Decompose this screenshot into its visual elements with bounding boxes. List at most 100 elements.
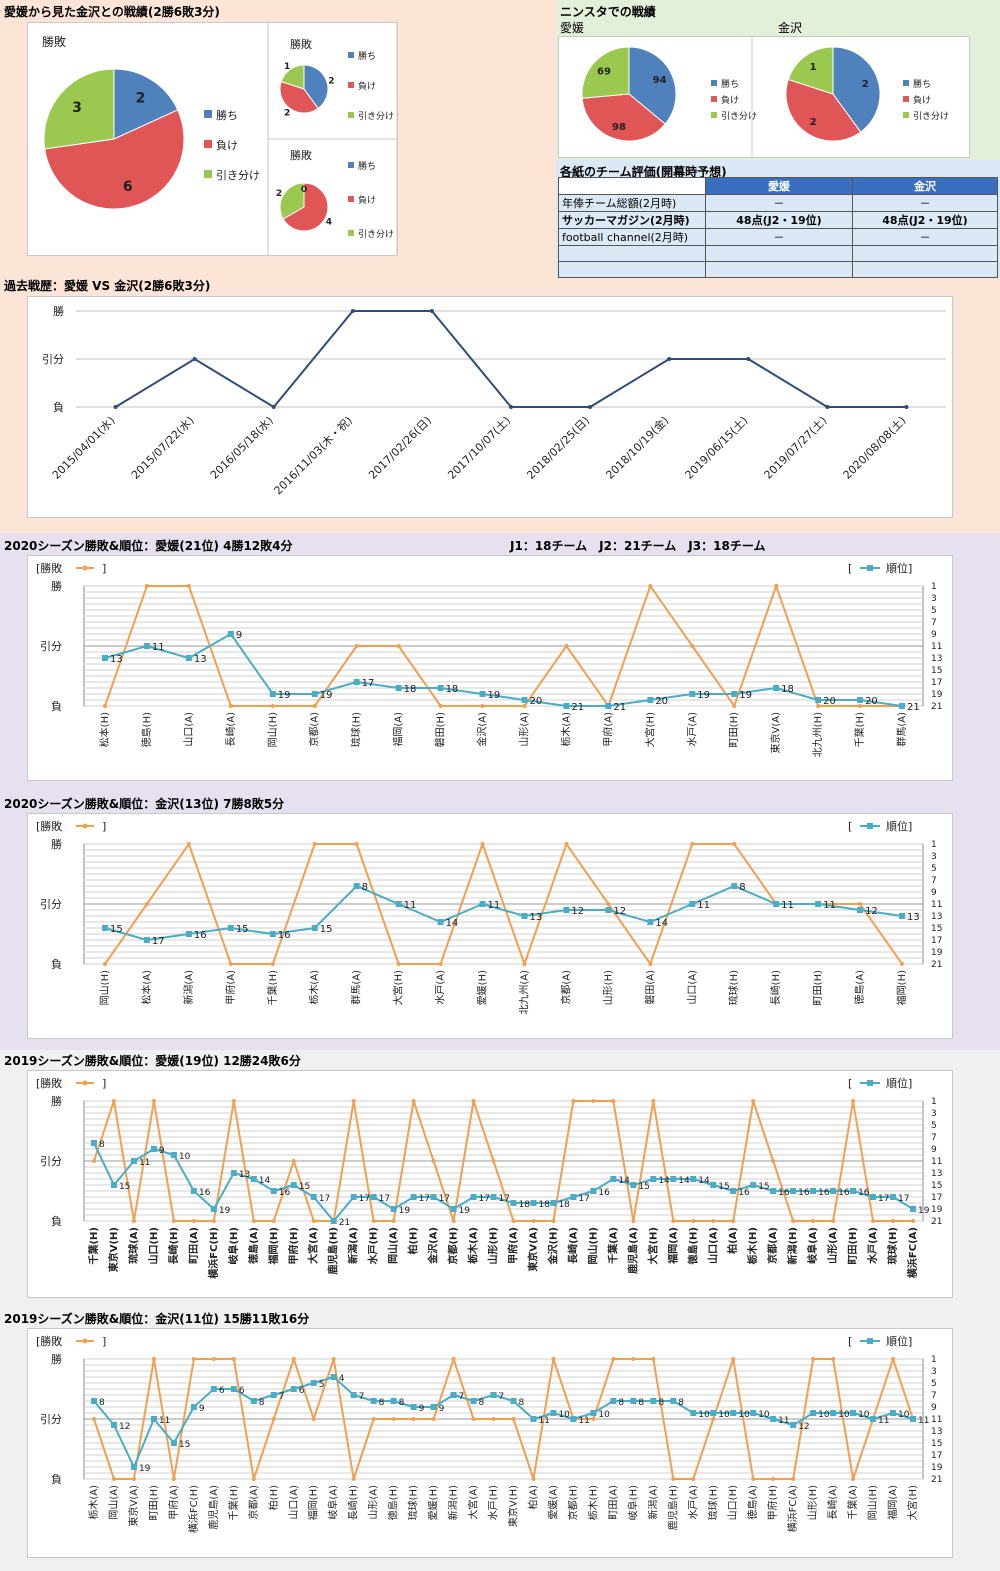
season-result-point bbox=[690, 644, 695, 648]
season-opponent-label: 琉球(A) bbox=[127, 1227, 140, 1264]
season-result-point bbox=[491, 1417, 496, 1421]
season-opponent-label: 町田(A) bbox=[608, 1485, 619, 1520]
season-result-point bbox=[102, 704, 107, 708]
season-result-point bbox=[312, 842, 317, 846]
season-rank-label: 11 bbox=[778, 1416, 789, 1426]
season-opponent-label: 京都(A) bbox=[247, 1485, 260, 1520]
season-opponent-label: 山形(H) bbox=[807, 1485, 819, 1520]
season-result-point bbox=[648, 584, 653, 588]
history-point bbox=[746, 357, 751, 361]
season-rank-label: 15 bbox=[718, 1182, 729, 1192]
season-rank-label: 15 bbox=[758, 1182, 769, 1192]
history-date-label: 2016/11/03(木・祝) bbox=[271, 413, 355, 497]
season-opponent-label: 群馬(A) bbox=[895, 712, 908, 747]
season-legend-close: ] bbox=[102, 1335, 106, 1348]
season-rank-label: 7 bbox=[499, 1392, 505, 1402]
season-rank-point bbox=[470, 1194, 477, 1200]
season-rank-tick: 21 bbox=[931, 960, 942, 970]
season-result-point bbox=[480, 704, 485, 708]
season-rank-point bbox=[190, 1404, 197, 1410]
season-rank-tick: 17 bbox=[931, 936, 942, 946]
season-rank-label: 11 bbox=[152, 642, 165, 653]
legend-swatch bbox=[204, 140, 212, 148]
season-opponent-label: 長崎(H) bbox=[347, 1485, 360, 1520]
season-rank-tick: 13 bbox=[931, 654, 942, 664]
season-rank-label: 17 bbox=[419, 1194, 430, 1204]
season-rank-label: 10 bbox=[718, 1410, 730, 1420]
legend-swatch bbox=[711, 96, 717, 102]
season-rank-point bbox=[143, 643, 150, 649]
season-result-point bbox=[571, 1099, 576, 1103]
season-opponent-label: 山口(H) bbox=[147, 1227, 160, 1265]
season-rank-point bbox=[890, 1410, 897, 1416]
season-result-line bbox=[93, 1100, 914, 1222]
season-result-point bbox=[691, 1477, 696, 1481]
season-rank-point bbox=[770, 1416, 777, 1422]
ninsta-label-ehime: 愛媛 bbox=[560, 21, 585, 35]
season-rank-point bbox=[269, 931, 276, 937]
legend-swatch bbox=[903, 96, 909, 102]
season-result-point bbox=[751, 1477, 756, 1481]
season-opponent-label: 大宮(H) bbox=[643, 712, 656, 747]
season-result-point bbox=[551, 1357, 556, 1361]
season-opponent-label: 磐田(A) bbox=[643, 970, 656, 1005]
season-rank-point bbox=[590, 1410, 597, 1416]
season-rank-point bbox=[670, 1398, 677, 1404]
season-rank-label: 10 bbox=[758, 1410, 770, 1420]
legend-swatch bbox=[348, 196, 354, 202]
season-rank-point bbox=[311, 925, 318, 931]
season-opponent-label: 岐阜(H) bbox=[227, 1227, 240, 1265]
season-rank-label: 17 bbox=[439, 1194, 450, 1204]
eval-cell: 48点(J2・19位) bbox=[705, 211, 853, 229]
history-date-label: 2015/07/22(水) bbox=[129, 414, 197, 482]
history-point bbox=[667, 357, 672, 361]
season-result-point bbox=[611, 1357, 616, 1361]
season-result-point bbox=[831, 1357, 836, 1361]
season-opponent-label: 山形(H) bbox=[602, 970, 614, 1005]
season-opponent-label: 岡山(H) bbox=[267, 712, 279, 747]
season-opponent-label: 福岡(A) bbox=[666, 1227, 679, 1265]
season-rank-point bbox=[790, 1422, 797, 1428]
season-rank-point bbox=[310, 1194, 317, 1200]
season-rank-label: 17 bbox=[578, 1194, 589, 1204]
season-result-point bbox=[191, 1219, 196, 1223]
pie-slice-label: 3 bbox=[72, 100, 82, 116]
season-rank-label: 15 bbox=[320, 924, 333, 935]
season-result-point bbox=[631, 1219, 636, 1223]
season-rank-label: 14 bbox=[655, 918, 668, 929]
season-opponent-label: 水戸(A) bbox=[866, 1227, 879, 1265]
season-opponent-label: 栃木(H) bbox=[586, 1485, 599, 1520]
season-panel-3: 1 3 5 7 9 11 13 15 17 19 21 勝引分負 [勝敗][順位] 8 15 11 9 10 16 1… bbox=[27, 1070, 953, 1298]
season-result-point bbox=[186, 842, 191, 846]
season-rank-point bbox=[250, 1176, 257, 1182]
history-y-label: 引分 bbox=[42, 352, 64, 366]
season-opponent-label: 鹿児島(A) bbox=[626, 1227, 639, 1274]
season-opponent-label: 長崎(H) bbox=[769, 970, 782, 1005]
season-rank-label: 8 bbox=[99, 1140, 105, 1150]
history-date-label: 2017/10/07(土) bbox=[445, 414, 513, 482]
season-opponent-label: 柏(H) bbox=[407, 1227, 420, 1255]
season-rank-label: 19 bbox=[697, 690, 710, 701]
season-result-point bbox=[816, 704, 821, 708]
season-opponent-label: 山形(A) bbox=[518, 712, 530, 747]
season-rank-point bbox=[353, 679, 360, 685]
history-point bbox=[429, 309, 434, 313]
season-rank-line bbox=[104, 632, 903, 707]
season-rank-tick: 19 bbox=[931, 948, 943, 958]
legend-swatch bbox=[903, 80, 909, 86]
season-opponent-label: 新潟(A) bbox=[182, 970, 195, 1005]
pie-slice-label: 1 bbox=[810, 62, 817, 73]
legend-swatch bbox=[348, 230, 354, 236]
eval-row-label: 年俸チーム総額(2月時) bbox=[558, 194, 706, 212]
pie-slice bbox=[279, 182, 305, 220]
season-result-point bbox=[691, 1219, 696, 1223]
season-result-label: 引分 bbox=[40, 639, 62, 653]
season-rank-label: 11 bbox=[878, 1416, 889, 1426]
season-rank-tick: 7 bbox=[931, 618, 937, 628]
season-opponent-label: 甲府(A) bbox=[601, 712, 614, 747]
season-rank-label: 19 bbox=[399, 1206, 411, 1216]
season-rank-point bbox=[570, 1194, 577, 1200]
season-rank-point bbox=[437, 919, 444, 925]
season-opponent-label: 町田(A) bbox=[188, 1227, 200, 1264]
season-opponent-label: 横浜FC(H) bbox=[187, 1485, 200, 1533]
